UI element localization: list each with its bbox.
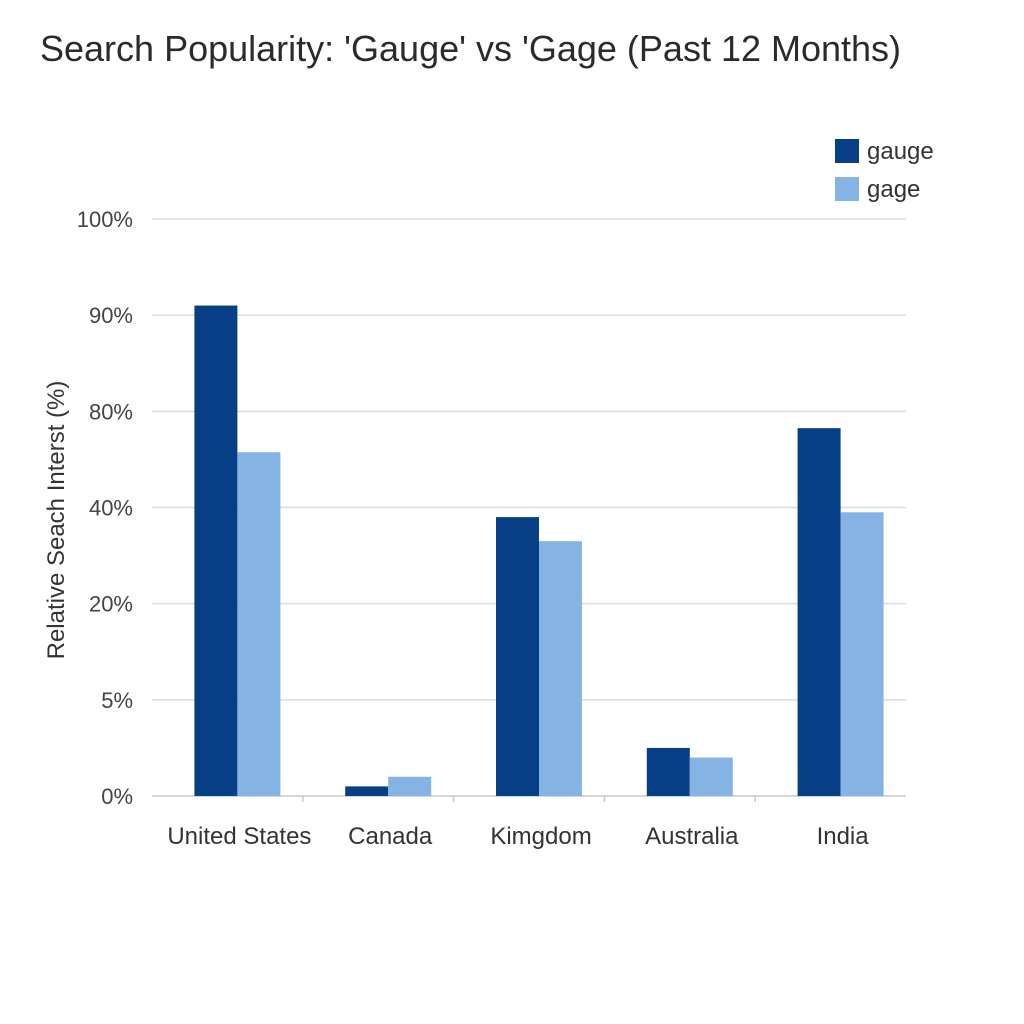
legend-swatch: [835, 139, 859, 163]
bar-gage: [539, 541, 582, 796]
y-tick-label: 40%: [89, 496, 133, 521]
x-tick-label: Canada: [348, 823, 433, 850]
chart-title: Search Popularity: 'Gauge' vs 'Gage (Pas…: [40, 28, 902, 69]
y-tick-label: 0%: [101, 784, 133, 809]
legend-label: gage: [867, 176, 920, 203]
bar-gauge: [646, 747, 690, 796]
bar-gage: [689, 757, 733, 796]
legend-label: gauge: [867, 138, 934, 165]
y-tick-label: 80%: [89, 399, 133, 424]
bar-gauge: [194, 305, 238, 796]
bar-gauge: [797, 428, 841, 796]
bar-gage: [388, 776, 432, 796]
bar-gauge: [496, 517, 539, 796]
y-axis-title: Relative Seach Interst (%): [43, 381, 70, 660]
y-tick-label: 100%: [77, 207, 133, 232]
x-tick-label: India: [817, 823, 870, 850]
y-tick-label: 20%: [89, 592, 133, 617]
x-tick-label: Australia: [645, 823, 739, 850]
bar-gauge: [345, 786, 389, 796]
y-tick-label: 90%: [89, 303, 133, 328]
y-tick-label: 5%: [101, 688, 133, 713]
bar-gage: [840, 512, 884, 796]
legend-swatch: [835, 177, 859, 201]
bar-gage: [237, 452, 281, 796]
x-tick-label: Kimgdom: [490, 823, 591, 850]
x-tick-label: United States: [167, 823, 311, 850]
